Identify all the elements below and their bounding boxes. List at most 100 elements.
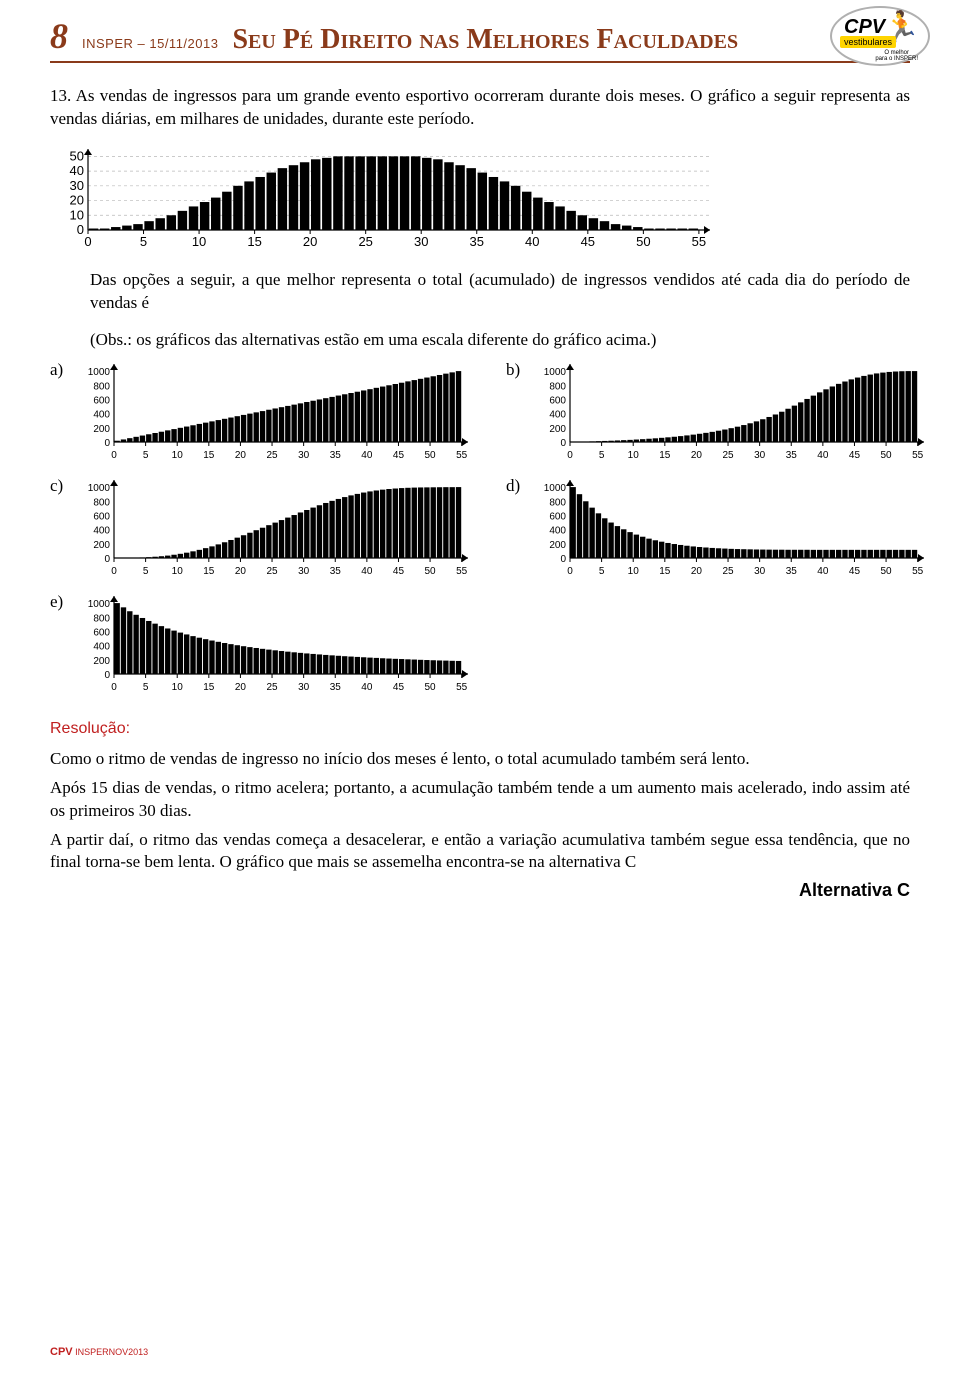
svg-text:50: 50 xyxy=(636,234,650,249)
svg-text:40: 40 xyxy=(525,234,539,249)
svg-text:20: 20 xyxy=(235,566,247,576)
svg-text:45: 45 xyxy=(393,682,405,692)
header-title: Seu Pé Direito nas Melhores Faculdades xyxy=(232,24,738,56)
svg-text:35: 35 xyxy=(330,566,342,576)
svg-text:5: 5 xyxy=(140,234,147,249)
svg-text:30: 30 xyxy=(414,234,428,249)
answer-line: Alternativa C xyxy=(50,880,910,901)
svg-text:30: 30 xyxy=(754,566,766,576)
svg-text:45: 45 xyxy=(849,566,861,576)
svg-text:5: 5 xyxy=(599,566,605,576)
svg-text:0: 0 xyxy=(111,682,117,692)
svg-text:5: 5 xyxy=(143,566,149,576)
svg-text:20: 20 xyxy=(691,450,703,460)
svg-text:10: 10 xyxy=(172,682,184,692)
svg-text:50: 50 xyxy=(881,450,893,460)
svg-text:800: 800 xyxy=(549,497,566,508)
svg-text:15: 15 xyxy=(659,566,671,576)
svg-text:20: 20 xyxy=(70,192,84,207)
svg-text:15: 15 xyxy=(203,682,215,692)
alternative-c: c) 0200400600800100005101520253035404550… xyxy=(50,476,476,576)
svg-text:10: 10 xyxy=(172,566,184,576)
svg-text:50: 50 xyxy=(881,566,893,576)
question-obs: (Obs.: os gráficos das alternativas estã… xyxy=(90,329,910,352)
svg-text:200: 200 xyxy=(549,540,566,551)
svg-text:0: 0 xyxy=(560,438,566,449)
svg-text:400: 400 xyxy=(93,641,110,652)
svg-text:0: 0 xyxy=(111,566,117,576)
svg-text:55: 55 xyxy=(456,450,468,460)
svg-text:0: 0 xyxy=(104,670,110,681)
svg-text:600: 600 xyxy=(549,395,566,406)
svg-text:5: 5 xyxy=(599,450,605,460)
svg-text:400: 400 xyxy=(549,409,566,420)
svg-text:30: 30 xyxy=(298,450,310,460)
svg-text:20: 20 xyxy=(235,682,247,692)
svg-text:25: 25 xyxy=(722,566,734,576)
svg-text:0: 0 xyxy=(104,438,110,449)
svg-text:40: 40 xyxy=(817,566,829,576)
svg-text:30: 30 xyxy=(298,566,310,576)
svg-text:40: 40 xyxy=(70,163,84,178)
svg-text:25: 25 xyxy=(266,682,278,692)
svg-text:10: 10 xyxy=(172,450,184,460)
svg-text:200: 200 xyxy=(93,424,110,435)
svg-text:55: 55 xyxy=(456,566,468,576)
svg-text:35: 35 xyxy=(470,234,484,249)
svg-text:0: 0 xyxy=(567,566,573,576)
svg-text:400: 400 xyxy=(549,525,566,536)
svg-text:55: 55 xyxy=(912,566,924,576)
svg-text:600: 600 xyxy=(93,511,110,522)
svg-text:5: 5 xyxy=(143,682,149,692)
svg-text:45: 45 xyxy=(393,450,405,460)
svg-text:800: 800 xyxy=(549,381,566,392)
svg-text:1000: 1000 xyxy=(544,483,567,494)
svg-text:800: 800 xyxy=(93,381,110,392)
svg-text:600: 600 xyxy=(93,395,110,406)
svg-text:0: 0 xyxy=(104,554,110,565)
svg-text:35: 35 xyxy=(786,566,798,576)
svg-text:40: 40 xyxy=(361,450,373,460)
svg-text:25: 25 xyxy=(266,450,278,460)
logo-subtext: vestibulares xyxy=(840,36,896,48)
svg-text:0: 0 xyxy=(111,450,117,460)
svg-text:1000: 1000 xyxy=(88,483,111,494)
svg-text:30: 30 xyxy=(70,178,84,193)
page-header: 8 INSPER – 15/11/2013 Seu Pé Direito nas… xyxy=(50,0,910,63)
svg-text:200: 200 xyxy=(93,540,110,551)
question-number: 13. xyxy=(50,86,71,105)
svg-text:200: 200 xyxy=(93,656,110,667)
svg-text:30: 30 xyxy=(298,682,310,692)
svg-text:400: 400 xyxy=(93,409,110,420)
svg-text:50: 50 xyxy=(70,148,84,163)
svg-text:15: 15 xyxy=(659,450,671,460)
svg-text:15: 15 xyxy=(203,450,215,460)
svg-text:0: 0 xyxy=(77,222,84,237)
svg-text:45: 45 xyxy=(393,566,405,576)
svg-text:45: 45 xyxy=(849,450,861,460)
svg-text:35: 35 xyxy=(330,682,342,692)
svg-text:55: 55 xyxy=(456,682,468,692)
svg-text:10: 10 xyxy=(628,450,640,460)
svg-text:55: 55 xyxy=(912,450,924,460)
svg-text:200: 200 xyxy=(549,424,566,435)
svg-text:40: 40 xyxy=(361,682,373,692)
svg-text:600: 600 xyxy=(549,511,566,522)
question-continuation: Das opções a seguir, a que melhor repres… xyxy=(90,269,910,315)
page-footer: CPV INSPERNOV2013 xyxy=(50,1346,148,1358)
svg-text:5: 5 xyxy=(143,450,149,460)
svg-text:15: 15 xyxy=(247,234,261,249)
svg-text:35: 35 xyxy=(330,450,342,460)
svg-text:10: 10 xyxy=(70,207,84,222)
svg-text:30: 30 xyxy=(754,450,766,460)
svg-text:0: 0 xyxy=(560,554,566,565)
alternative-e: e) 0200400600800100005101520253035404550… xyxy=(50,592,476,692)
svg-text:20: 20 xyxy=(691,566,703,576)
svg-text:1000: 1000 xyxy=(88,367,111,378)
resolution-body: Como o ritmo de vendas de ingresso no in… xyxy=(50,748,910,875)
svg-text:55: 55 xyxy=(692,234,706,249)
svg-text:25: 25 xyxy=(266,566,278,576)
svg-text:35: 35 xyxy=(786,450,798,460)
alternative-a: a) 0200400600800100005101520253035404550… xyxy=(50,360,476,460)
alternative-b: b) 0200400600800100005101520253035404550… xyxy=(506,360,932,460)
